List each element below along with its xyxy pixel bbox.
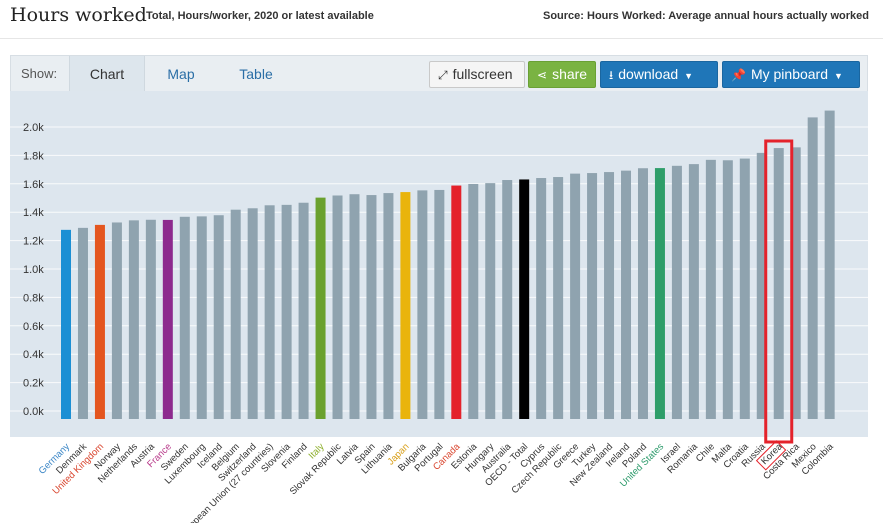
bar [162, 219, 173, 419]
share-button[interactable]: ⋖ share [528, 61, 596, 88]
download-button[interactable]: ⭳ download ▼ [600, 61, 718, 88]
bar [400, 192, 411, 419]
y-tick-label: 0.0k [23, 406, 44, 418]
page-title: Hours worked [10, 4, 147, 26]
bar [654, 168, 665, 419]
tab-chart[interactable]: Chart [69, 56, 145, 92]
bar [621, 170, 632, 419]
bar [824, 110, 835, 420]
toolbar: Show: Chart Map Table ⤢ fullscreen ⋖ share… [10, 55, 868, 92]
bar [349, 194, 360, 419]
bar [281, 204, 292, 419]
highlight-box [764, 139, 794, 444]
share-label: share [552, 66, 588, 82]
bar [94, 224, 105, 419]
y-tick-label: 1.0k [23, 264, 44, 276]
y-tick-label: 2.0k [23, 122, 44, 134]
bar [773, 148, 784, 419]
download-label: download [618, 66, 679, 82]
bar [417, 190, 428, 419]
bar [179, 216, 190, 419]
chevron-down-icon: ▼ [834, 71, 843, 81]
bar [485, 183, 496, 419]
y-tick-label: 1.2k [23, 236, 44, 248]
y-tick-label: 0.4k [23, 349, 44, 361]
bar [536, 178, 547, 419]
pinboard-label: My pinboard [750, 66, 828, 82]
bar [502, 180, 513, 419]
y-tick-label: 0.2k [23, 378, 44, 390]
bar [705, 159, 716, 419]
bar [756, 152, 767, 419]
fullscreen-label: fullscreen [452, 66, 513, 82]
bar [383, 193, 394, 419]
bar [315, 197, 326, 419]
bar [61, 229, 71, 419]
bar [451, 185, 462, 419]
bar [230, 209, 241, 419]
bar [739, 158, 750, 419]
bar [298, 202, 309, 419]
tab-map[interactable]: Map [167, 66, 195, 82]
bar [77, 227, 88, 419]
source-note: Source: Hours Worked: Average annual hou… [542, 10, 869, 22]
bar [213, 215, 224, 419]
bar [688, 164, 699, 419]
bar [145, 219, 156, 419]
tab-table[interactable]: Table [239, 66, 273, 82]
y-tick-label: 1.6k [23, 179, 44, 191]
y-tick-label: 0.8k [23, 292, 44, 304]
bar [722, 160, 733, 419]
bar [434, 189, 445, 419]
bar [570, 173, 581, 419]
bar [790, 147, 801, 419]
bar [587, 173, 598, 419]
bar [468, 183, 479, 419]
bar [553, 177, 564, 419]
y-tick-label: 1.4k [23, 207, 44, 219]
bar [247, 208, 258, 419]
share-nodes-icon: ⋖ [537, 68, 548, 82]
bar [111, 222, 122, 419]
pushpin-icon: 📌 [731, 68, 746, 82]
y-tick-label: 1.8k [23, 150, 44, 162]
download-tray-icon: ⭳ [609, 68, 614, 82]
bar [671, 165, 682, 419]
bar [128, 220, 139, 419]
expand-arrows-icon: ⤢ [438, 68, 448, 82]
show-label: Show: [21, 66, 58, 81]
bar [807, 117, 818, 419]
y-tick-label: 0.6k [23, 321, 44, 333]
fullscreen-button[interactable]: ⤢ fullscreen [429, 61, 525, 88]
bar [196, 216, 207, 419]
highlight-label-box [755, 440, 787, 471]
bar [604, 172, 615, 419]
bar [366, 195, 377, 419]
chart-subtitle: Total, Hours/worker, 2020 or latest avai… [146, 10, 374, 22]
pinboard-button[interactable]: 📌 My pinboard ▼ [722, 61, 860, 88]
bar [332, 195, 343, 419]
chevron-down-icon: ▼ [684, 71, 694, 81]
bar [637, 168, 648, 419]
header: Hours worked Total, Hours/worker, 2020 o… [0, 0, 883, 39]
bar [264, 205, 275, 419]
bar [519, 179, 530, 419]
